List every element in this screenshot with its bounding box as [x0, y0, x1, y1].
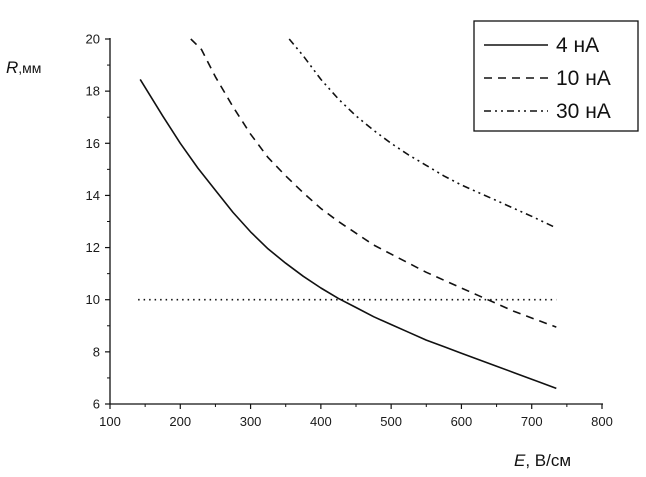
y-tick-label: 16: [86, 136, 100, 151]
y-axis-ticks: 6 8 10 12 14 16 18 20: [86, 32, 110, 412]
x-axis-label: E, В/см: [514, 451, 571, 470]
y-axis-label: R,мм: [6, 58, 41, 77]
legend-box: [473, 20, 639, 132]
legend-label-3: 30 нА: [556, 100, 611, 123]
y-tick-label: 20: [86, 32, 100, 47]
x-axis-variable: E: [514, 451, 526, 470]
y-tick-label: 10: [86, 292, 100, 307]
legend: 4 нА 10 нА 30 нА: [473, 20, 639, 132]
legend-label-1: 4 нА: [556, 34, 599, 57]
y-tick-label: 6: [93, 397, 100, 412]
y-tick-label: 8: [93, 344, 100, 359]
x-tick-label: 300: [240, 414, 262, 429]
series-line-2: [190, 38, 557, 328]
legend-label-2: 10 нА: [556, 67, 611, 90]
x-tick-label: 700: [521, 414, 543, 429]
y-tick-label: 12: [86, 240, 100, 255]
x-tick-label: 600: [451, 414, 473, 429]
x-axis-unit: , В/см: [525, 451, 571, 470]
x-tick-label: 800: [591, 414, 613, 429]
y-axis-variable: R: [6, 58, 18, 77]
y-axis-unit: ,мм: [18, 60, 41, 76]
x-tick-label: 200: [169, 414, 191, 429]
series-line-3: [288, 38, 557, 229]
y-tick-label: 14: [86, 188, 100, 203]
series-lines: [138, 38, 557, 390]
y-tick-label: 18: [86, 84, 100, 99]
x-tick-label: 400: [310, 414, 332, 429]
x-tick-label: 500: [380, 414, 402, 429]
x-axis-ticks: 100 200 300 400 500 600 700 800: [99, 404, 613, 429]
x-tick-label: 100: [99, 414, 121, 429]
series-line-1: [139, 78, 557, 390]
